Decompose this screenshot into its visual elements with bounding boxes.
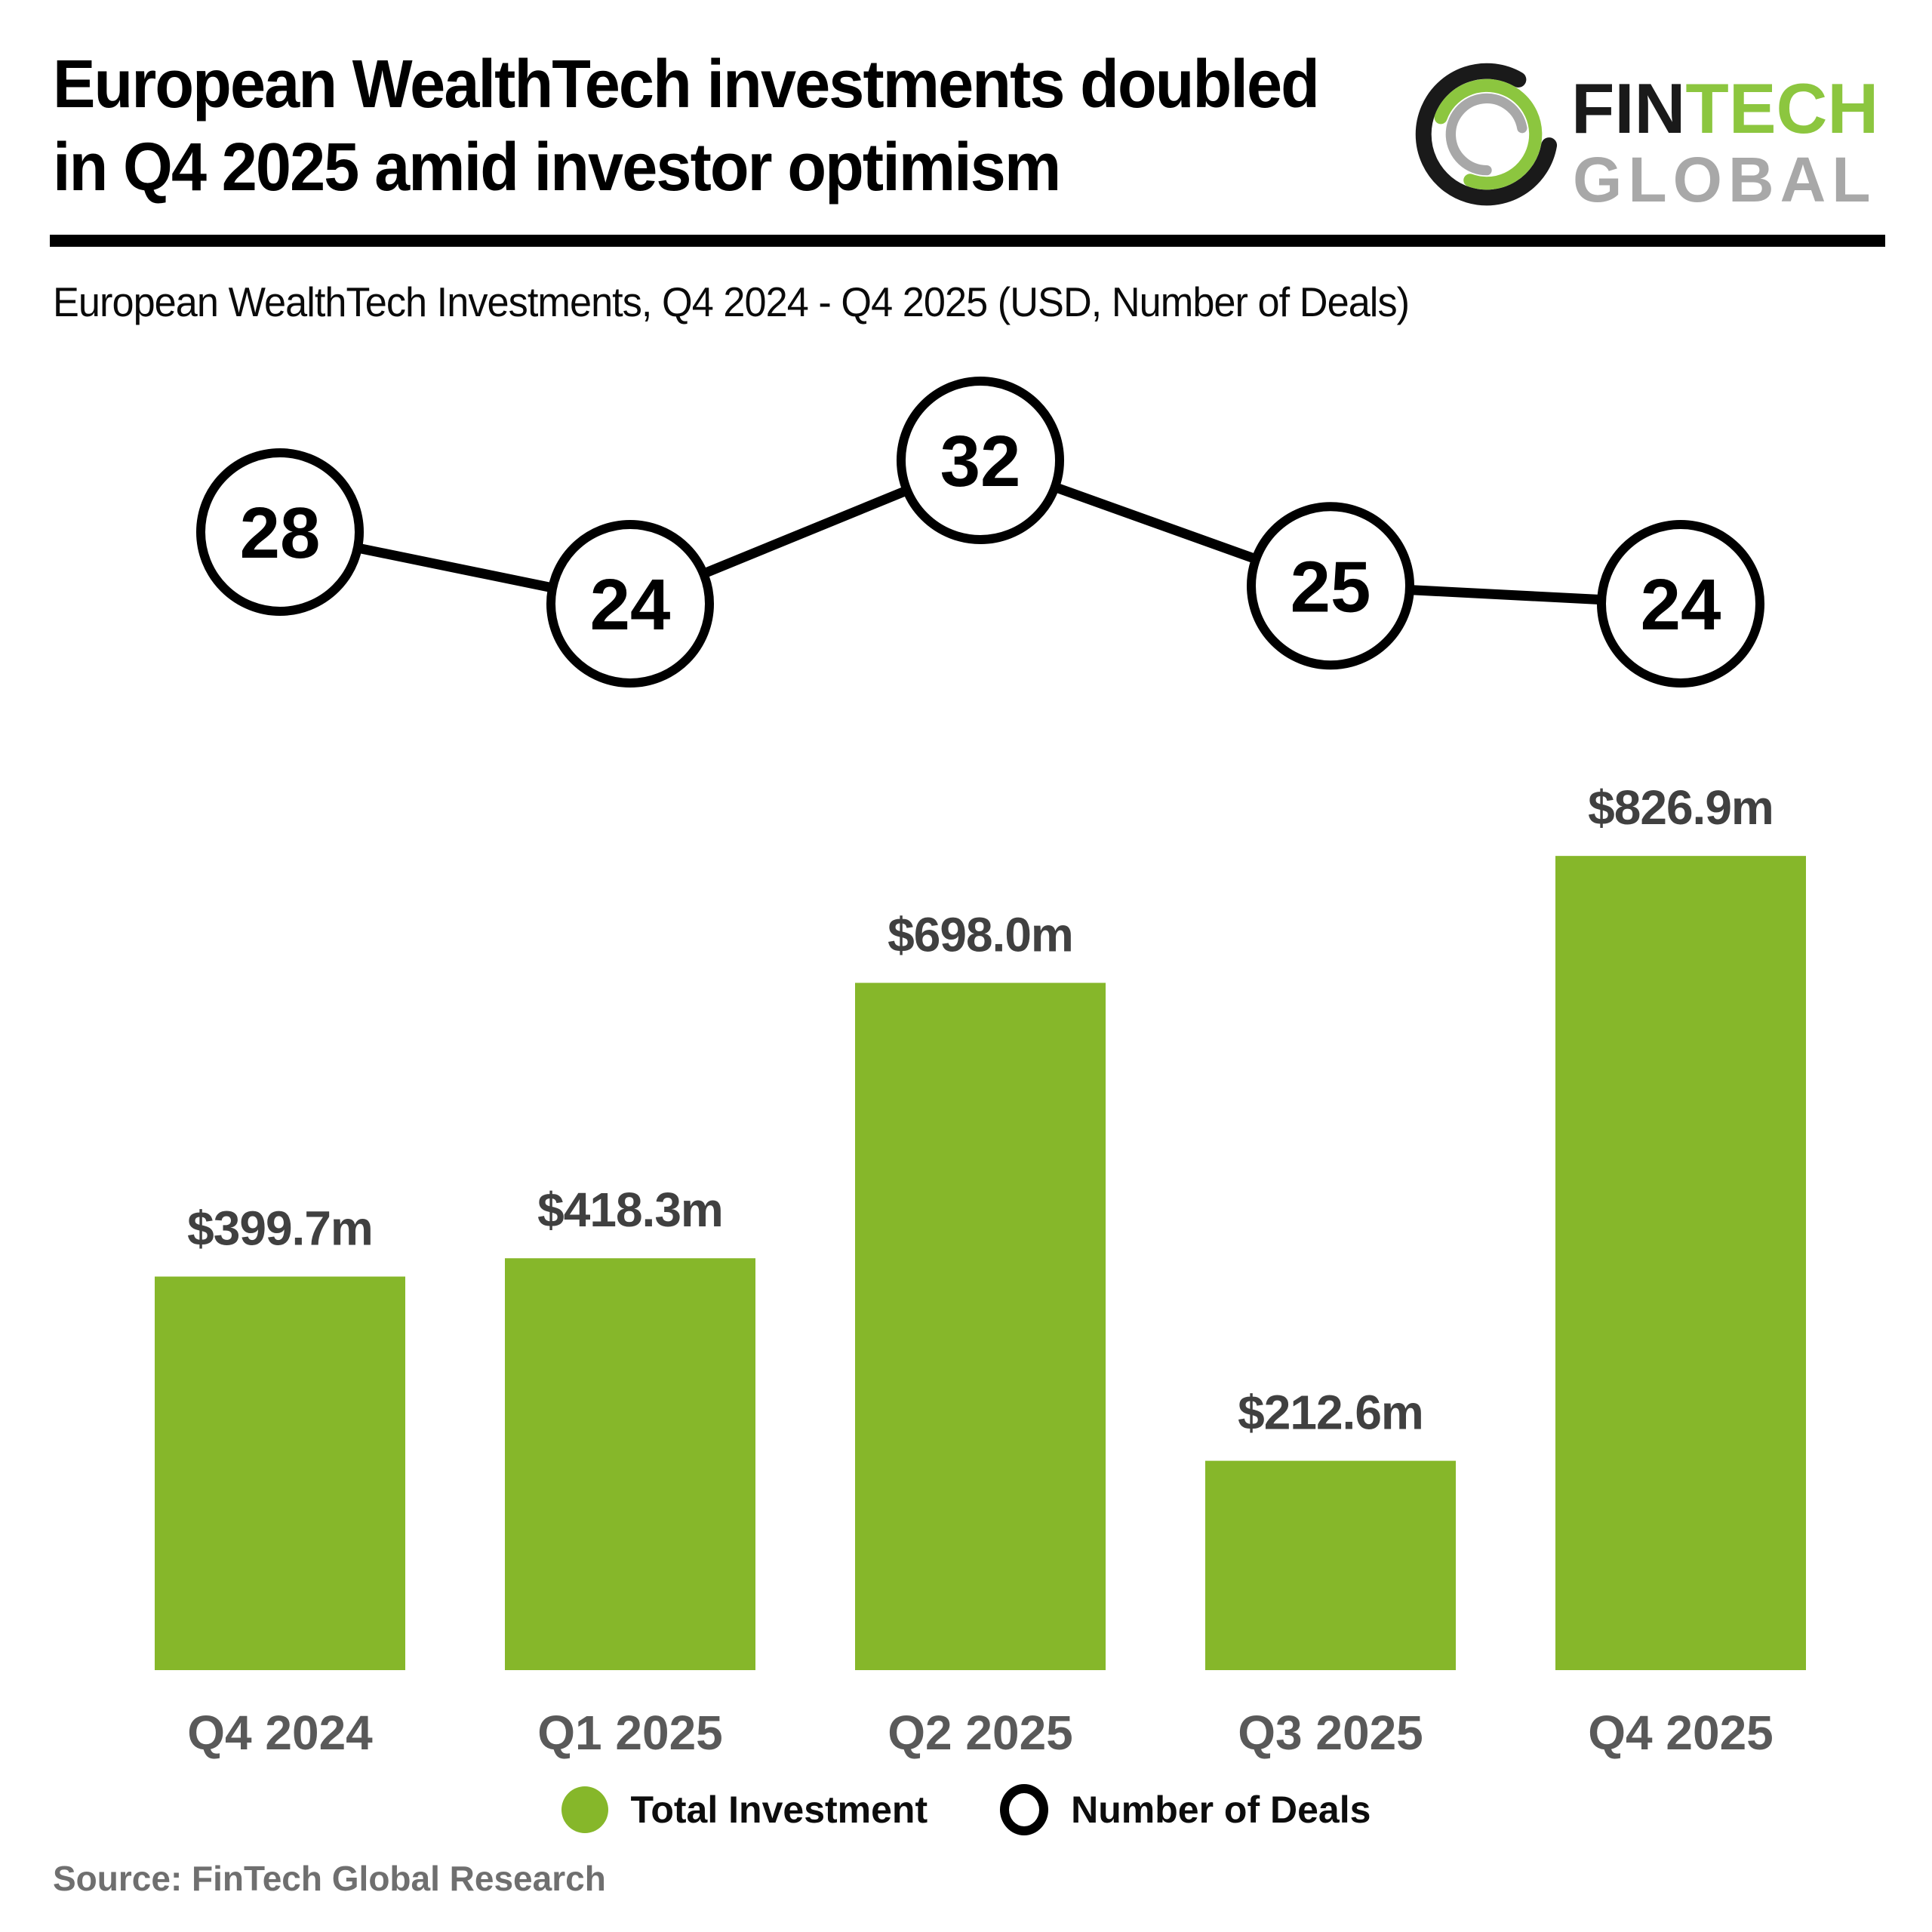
bar-q3-2025	[1205, 1460, 1456, 1670]
value-label-q3-2025: $212.6m	[1238, 1386, 1423, 1440]
deal-bubble-q2-2025	[897, 377, 1064, 544]
fintech-global-logo: FINTECH GLOBAL	[1411, 59, 1894, 217]
bar-q4-2025	[1555, 856, 1806, 1670]
chart-subtitle: European WealthTech Investments, Q4 2024…	[53, 278, 1410, 325]
logo-arcs-icon	[1415, 63, 1558, 206]
logo-tech-text: TECH	[1685, 69, 1879, 148]
value-label-q2-2025: $698.0m	[888, 907, 1073, 961]
source-note: Source: FinTech Global Research	[53, 1859, 606, 1898]
value-label-q1-2025: $418.3m	[537, 1183, 723, 1237]
deal-bubble-q4-2024	[196, 448, 364, 616]
deal-count-q1-2025: 24	[590, 565, 671, 645]
x-axis-label-q1-2025: Q1 2025	[537, 1706, 723, 1760]
legend-item-total-investment: Total Investment	[561, 1786, 928, 1833]
chart-legend: Total Investment Number of Deals	[0, 1775, 1932, 1844]
page-title-line1: European WealthTech investments doubled	[53, 47, 1320, 122]
x-axis-label-q3-2025: Q3 2025	[1238, 1706, 1423, 1760]
legend-label: Total Investment	[630, 1789, 928, 1831]
deal-count-q4-2024: 28	[240, 493, 321, 574]
value-label-q4-2025: $826.9m	[1588, 780, 1774, 835]
legend-label: Number of Deals	[1071, 1789, 1371, 1831]
x-axis-label-q4-2024: Q4 2024	[187, 1706, 373, 1760]
bar-q1-2025	[505, 1258, 755, 1670]
total-investment-dot-icon	[561, 1786, 608, 1833]
deal-count-q2-2025: 32	[940, 421, 1021, 502]
header-divider	[50, 235, 1885, 247]
logo-fin-text: FIN	[1571, 69, 1686, 148]
deal-bubble-q3-2025	[1247, 502, 1414, 670]
bar-q2-2025	[855, 983, 1106, 1670]
x-axis-label-q2-2025: Q2 2025	[888, 1706, 1073, 1760]
logo-global-text: GLOBAL	[1573, 144, 1877, 215]
legend-item-number-of-deals: Number of Deals	[1000, 1784, 1371, 1835]
number-of-deals-circle-icon	[1000, 1784, 1049, 1835]
bar-q4-2024	[155, 1276, 405, 1670]
page-title-line2: in Q4 2025 amid investor optimism	[53, 129, 1061, 205]
deal-count-q3-2025: 25	[1291, 546, 1371, 627]
page-title: European WealthTech investments doubled …	[53, 44, 1320, 210]
logo-wordmark-fintech: FINTECH	[1571, 68, 1878, 149]
value-label-q4-2024: $399.7m	[187, 1201, 373, 1256]
deal-count-q4-2025: 24	[1641, 565, 1721, 645]
deal-bubble-q4-2025	[1597, 520, 1764, 688]
deal-bubble-q1-2025	[546, 520, 714, 688]
x-axis-label-q4-2025: Q4 2025	[1588, 1706, 1774, 1760]
